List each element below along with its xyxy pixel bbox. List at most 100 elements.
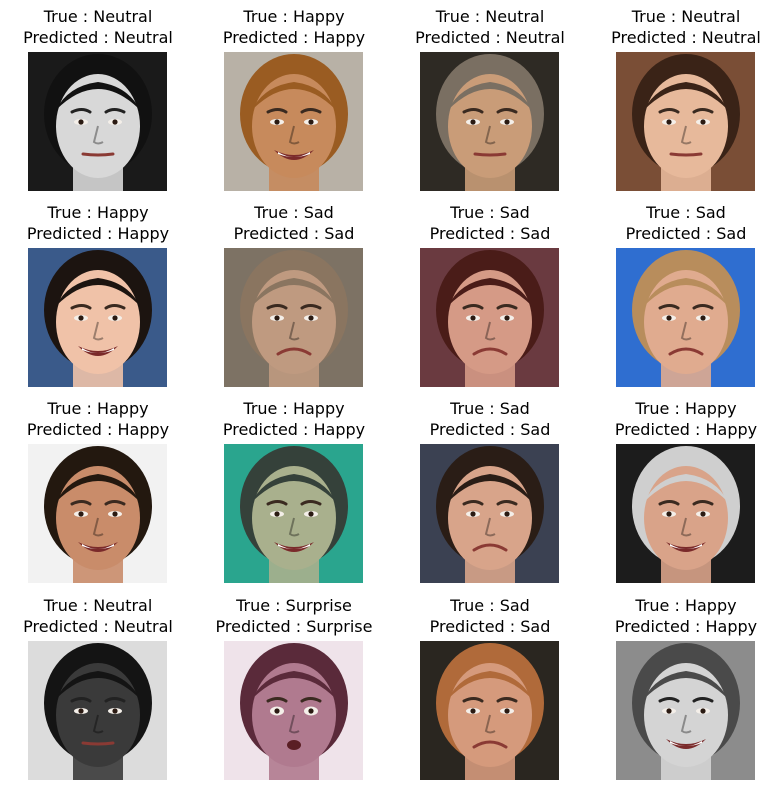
left-eyebrow xyxy=(70,697,92,703)
left-pupil xyxy=(78,315,84,321)
right-eyebrow xyxy=(300,304,322,310)
mouth xyxy=(274,150,314,160)
left-eyebrow xyxy=(462,500,484,506)
mouth xyxy=(276,347,312,356)
mouth xyxy=(472,543,508,552)
right-eyebrow xyxy=(692,108,714,114)
face-shape xyxy=(56,466,140,570)
nose xyxy=(484,125,496,145)
left-eyebrow xyxy=(658,304,680,310)
true-label: True : Happy xyxy=(635,596,737,615)
face-shape xyxy=(56,74,140,178)
right-eyebrow xyxy=(104,500,126,506)
face-image xyxy=(28,641,167,780)
right-pupil xyxy=(308,119,314,125)
fringe xyxy=(644,82,728,110)
true-label: True : Happy xyxy=(635,399,737,418)
fringe xyxy=(56,82,140,110)
true-label: True : Happy xyxy=(47,399,149,418)
left-eyebrow xyxy=(266,697,288,703)
fringe xyxy=(252,474,336,502)
face-shape xyxy=(252,466,336,570)
face-shape xyxy=(252,663,336,767)
face-shape xyxy=(644,270,728,374)
face-shape xyxy=(644,663,728,767)
fringe xyxy=(56,278,140,306)
nose xyxy=(680,321,692,341)
predicted-label: Predicted : Sad xyxy=(429,224,551,243)
face-illustration xyxy=(420,248,559,387)
predicted-label: Predicted : Neutral xyxy=(23,617,173,636)
face-illustration xyxy=(616,444,755,583)
left-eyebrow xyxy=(658,500,680,506)
left-eyebrow xyxy=(70,500,92,506)
nose xyxy=(680,714,692,734)
fringe xyxy=(252,278,336,306)
right-pupil xyxy=(112,708,118,714)
face-illustration xyxy=(224,444,363,583)
face-shape xyxy=(56,270,140,374)
face-shape xyxy=(448,74,532,178)
fringe xyxy=(448,278,532,306)
face-image xyxy=(420,248,559,387)
left-pupil xyxy=(470,708,476,714)
nose xyxy=(484,321,496,341)
nose xyxy=(288,321,300,341)
nose xyxy=(92,125,104,145)
mouth xyxy=(78,542,118,552)
left-pupil xyxy=(78,119,84,125)
face-illustration xyxy=(616,52,755,191)
true-label: True : Neutral xyxy=(631,7,741,26)
left-pupil xyxy=(78,511,84,517)
left-pupil xyxy=(666,511,672,517)
right-eyebrow xyxy=(104,108,126,114)
left-eyebrow xyxy=(658,697,680,703)
face-illustration xyxy=(420,641,559,780)
face-shape xyxy=(448,663,532,767)
nose xyxy=(288,125,300,145)
fringe xyxy=(448,671,532,699)
panel-title: True : Sad Predicted : Sad xyxy=(588,202,763,244)
nose xyxy=(92,714,104,734)
panel-title: True : Happy Predicted : Happy xyxy=(0,398,196,440)
mouth xyxy=(669,152,703,157)
face-shape xyxy=(644,466,728,570)
left-pupil xyxy=(470,119,476,125)
right-pupil xyxy=(504,708,510,714)
panel-title: True : Sad Predicted : Sad xyxy=(392,398,588,440)
face-illustration xyxy=(224,641,363,780)
fringe xyxy=(644,474,728,502)
true-label: True : Sad xyxy=(254,203,334,222)
panel-title: True : Happy Predicted : Happy xyxy=(0,202,196,244)
face-image xyxy=(420,641,559,780)
face-illustration xyxy=(616,641,755,780)
left-pupil xyxy=(274,708,280,714)
right-eyebrow xyxy=(496,108,518,114)
panel-title: True : Neutral Predicted : Neutral xyxy=(392,6,588,48)
right-eyebrow xyxy=(692,304,714,310)
face-image xyxy=(224,444,363,583)
right-pupil xyxy=(700,511,706,517)
nose xyxy=(92,321,104,341)
nose xyxy=(288,714,300,734)
predicted-label: Predicted : Happy xyxy=(614,420,758,439)
right-eyebrow xyxy=(496,697,518,703)
panel-title: True : Sad Predicted : Sad xyxy=(392,595,588,637)
left-pupil xyxy=(666,315,672,321)
true-label: True : Surprise xyxy=(236,596,352,615)
mouth xyxy=(668,347,704,356)
panel-title: True : Happy Predicted : Happy xyxy=(196,6,392,48)
right-eyebrow xyxy=(104,304,126,310)
teeth xyxy=(82,348,114,353)
face-shape xyxy=(448,270,532,374)
predicted-label: Predicted : Sad xyxy=(429,420,551,439)
left-pupil xyxy=(666,119,672,125)
predicted-label: Predicted : Happy xyxy=(26,420,170,439)
face-shape xyxy=(448,466,532,570)
true-label: True : Sad xyxy=(450,596,530,615)
left-pupil xyxy=(274,119,280,125)
left-eyebrow xyxy=(266,500,288,506)
true-label: True : Neutral xyxy=(43,7,153,26)
right-pupil xyxy=(308,315,314,321)
true-label: True : Sad xyxy=(646,203,726,222)
